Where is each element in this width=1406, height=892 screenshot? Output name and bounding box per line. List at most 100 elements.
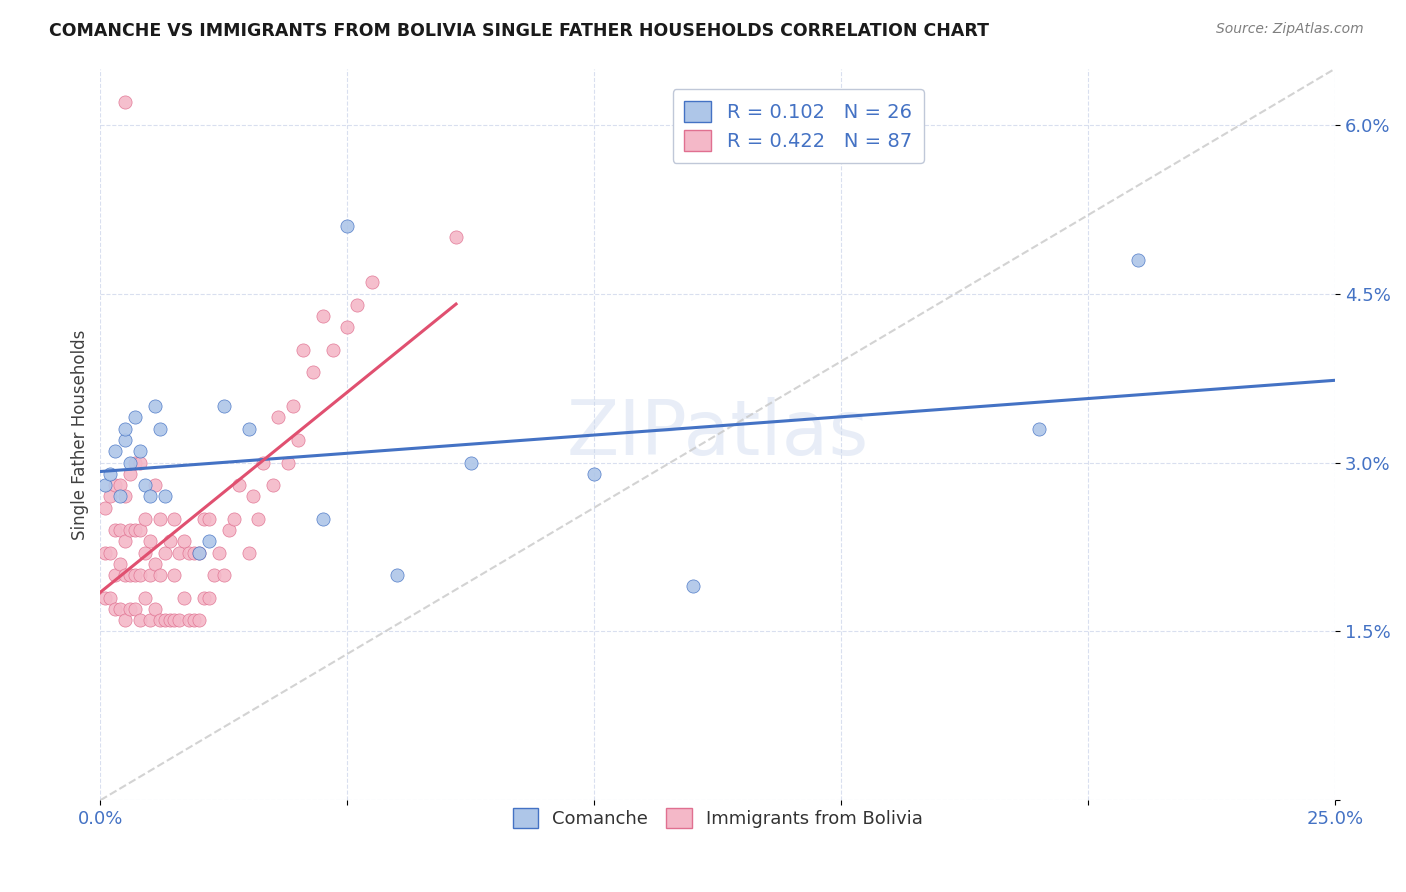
Point: [193, 591, 215, 605]
Point: [291, 343, 314, 357]
Point: [149, 613, 172, 627]
Point: [153, 613, 176, 627]
Point: [94, 591, 117, 605]
Point: [98, 489, 121, 503]
Point: [173, 534, 195, 549]
Point: [94, 500, 117, 515]
Point: [198, 591, 221, 605]
Point: [198, 512, 221, 526]
Point: [242, 489, 264, 503]
Point: [104, 602, 127, 616]
Point: [114, 433, 136, 447]
Point: [104, 568, 127, 582]
Point: [163, 568, 186, 582]
Point: [311, 512, 333, 526]
Point: [460, 456, 482, 470]
Point: [385, 568, 408, 582]
Point: [149, 422, 172, 436]
Point: [202, 568, 225, 582]
Point: [104, 478, 127, 492]
Point: [118, 568, 141, 582]
Point: [222, 512, 245, 526]
Point: [159, 613, 181, 627]
Point: [124, 456, 146, 470]
Point: [188, 613, 211, 627]
Point: [193, 512, 215, 526]
Text: ZIPatlas: ZIPatlas: [567, 397, 869, 471]
Point: [114, 489, 136, 503]
Point: [188, 545, 211, 559]
Point: [114, 422, 136, 436]
Point: [183, 545, 205, 559]
Point: [124, 602, 146, 616]
Point: [118, 523, 141, 537]
Point: [682, 579, 704, 593]
Point: [287, 433, 309, 447]
Point: [94, 545, 117, 559]
Point: [262, 478, 284, 492]
Point: [98, 545, 121, 559]
Point: [114, 613, 136, 627]
Point: [128, 444, 150, 458]
Point: [143, 602, 166, 616]
Point: [114, 568, 136, 582]
Point: [212, 568, 235, 582]
Point: [169, 545, 191, 559]
Point: [108, 602, 131, 616]
Point: [108, 489, 131, 503]
Point: [118, 456, 141, 470]
Point: [336, 320, 359, 334]
Point: [301, 366, 323, 380]
Point: [128, 456, 150, 470]
Point: [134, 512, 156, 526]
Text: COMANCHE VS IMMIGRANTS FROM BOLIVIA SINGLE FATHER HOUSEHOLDS CORRELATION CHART: COMANCHE VS IMMIGRANTS FROM BOLIVIA SING…: [49, 22, 990, 40]
Point: [94, 478, 117, 492]
Point: [583, 467, 606, 481]
Point: [149, 568, 172, 582]
Point: [361, 276, 384, 290]
Point: [118, 467, 141, 481]
Point: [163, 512, 186, 526]
Point: [108, 523, 131, 537]
Point: [134, 478, 156, 492]
Text: Source: ZipAtlas.com: Source: ZipAtlas.com: [1216, 22, 1364, 37]
Point: [322, 343, 344, 357]
Point: [159, 534, 181, 549]
Point: [169, 613, 191, 627]
Point: [104, 444, 127, 458]
Point: [183, 613, 205, 627]
Point: [311, 309, 333, 323]
Point: [218, 523, 240, 537]
Point: [163, 613, 186, 627]
Point: [153, 489, 176, 503]
Point: [139, 534, 162, 549]
Point: [124, 410, 146, 425]
Point: [143, 557, 166, 571]
Point: [139, 613, 162, 627]
Point: [134, 545, 156, 559]
Point: [208, 545, 231, 559]
Point: [238, 545, 260, 559]
Point: [128, 613, 150, 627]
Point: [336, 219, 359, 233]
Point: [128, 568, 150, 582]
Point: [98, 591, 121, 605]
Legend: Comanche, Immigrants from Bolivia: Comanche, Immigrants from Bolivia: [506, 801, 931, 835]
Point: [277, 456, 299, 470]
Point: [108, 478, 131, 492]
Point: [114, 95, 136, 110]
Point: [188, 545, 211, 559]
Point: [98, 467, 121, 481]
Point: [128, 523, 150, 537]
Point: [346, 298, 368, 312]
Point: [108, 557, 131, 571]
Point: [143, 399, 166, 413]
Point: [1126, 252, 1149, 267]
Point: [252, 456, 274, 470]
Y-axis label: Single Father Households: Single Father Households: [72, 329, 89, 540]
Point: [212, 399, 235, 413]
Point: [153, 545, 176, 559]
Point: [143, 478, 166, 492]
Point: [118, 602, 141, 616]
Point: [444, 230, 467, 244]
